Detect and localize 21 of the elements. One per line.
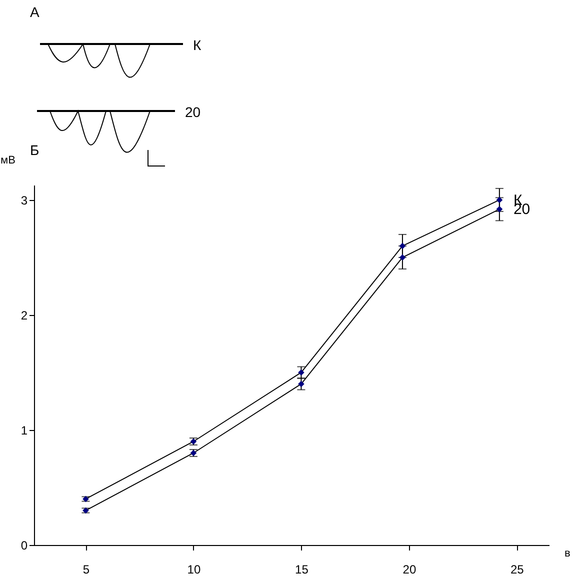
point xyxy=(298,380,304,388)
point xyxy=(399,242,406,250)
text: А xyxy=(30,4,40,20)
y-tick-label: 1 xyxy=(20,423,28,438)
y-tick-label: 2 xyxy=(20,308,28,322)
x-tick-label: 5 xyxy=(82,562,90,576)
x-tick-label: 10 xyxy=(187,562,201,576)
point xyxy=(399,254,406,261)
x-tick-label: 20 xyxy=(402,562,416,576)
text: К xyxy=(193,37,202,53)
y-tick-label: 0 xyxy=(20,538,28,552)
text: 20 xyxy=(185,104,201,120)
point xyxy=(496,196,503,204)
x-axis-title: в xyxy=(564,548,570,560)
x-tick-label: 15 xyxy=(295,562,309,576)
point xyxy=(496,206,503,212)
y-tick-label: 3 xyxy=(20,193,28,208)
y-axis-title: мВ xyxy=(0,154,16,166)
x-tick-label: 25 xyxy=(510,562,524,576)
point xyxy=(298,369,304,376)
text: Б xyxy=(30,142,40,158)
